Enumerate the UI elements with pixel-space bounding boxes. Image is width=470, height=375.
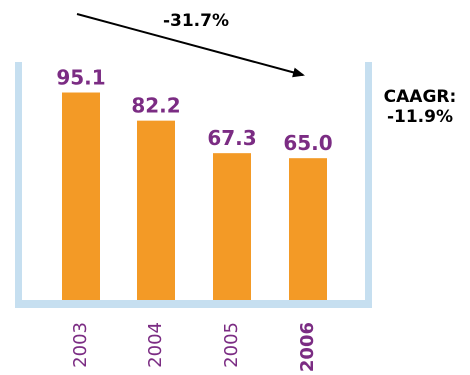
change-annotation: -31.7% xyxy=(163,11,229,31)
x-tick-labels-group: 2003 2004 2005 2006 xyxy=(70,322,318,372)
bar-2005 xyxy=(213,153,251,300)
bars-group xyxy=(62,92,327,301)
value-label-2003: 95.1 xyxy=(56,66,105,90)
caagr-value: -11.9% xyxy=(387,107,453,127)
x-tick-label-2006: 2006 xyxy=(297,322,318,372)
x-tick-label-2005: 2005 xyxy=(221,322,242,368)
value-labels-group: 95.1 82.2 67.3 65.0 xyxy=(56,66,332,156)
frame-right xyxy=(365,62,372,308)
x-tick-label-2004: 2004 xyxy=(145,322,166,368)
value-label-2004: 82.2 xyxy=(131,94,180,118)
trend-arrow xyxy=(76,13,305,78)
bar-2004 xyxy=(137,120,175,301)
x-tick-label-2003: 2003 xyxy=(70,322,91,368)
value-label-2005: 67.3 xyxy=(207,126,256,150)
bar-2003 xyxy=(62,92,100,300)
bar-2006 xyxy=(289,158,327,300)
value-label-2006: 65.0 xyxy=(283,131,332,155)
caagr-label: CAAGR: xyxy=(384,87,457,107)
frame-bottom xyxy=(15,300,372,308)
chart-frame xyxy=(15,62,372,308)
frame-left xyxy=(15,62,22,308)
